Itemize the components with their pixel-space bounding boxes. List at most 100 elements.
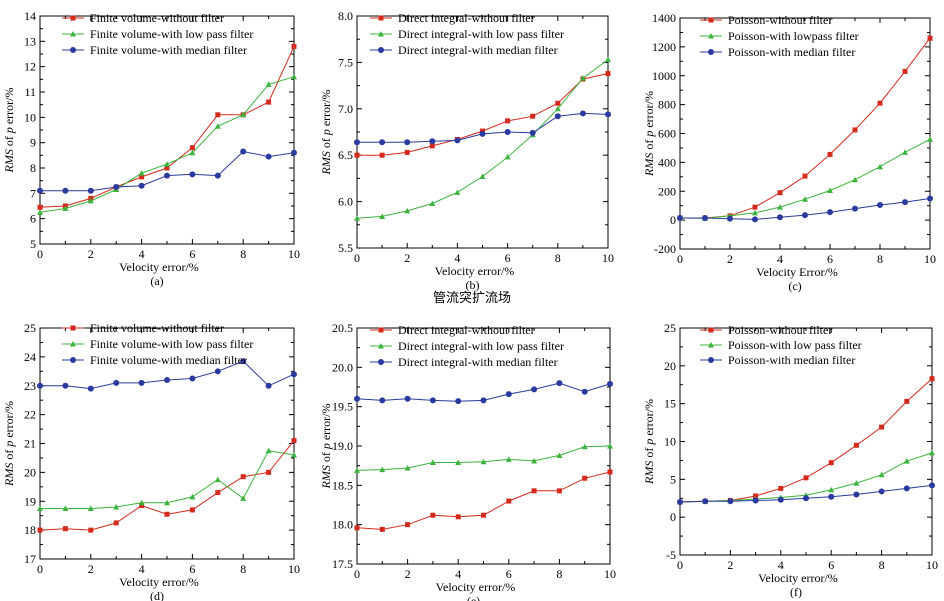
data-point <box>605 71 611 77</box>
data-point <box>138 499 145 506</box>
series-blue <box>37 358 297 392</box>
series-blue <box>354 380 613 405</box>
data-point <box>291 43 297 49</box>
series-green <box>354 56 611 221</box>
y-tick-label: 22 <box>24 408 36 422</box>
x-tick-label: 8 <box>555 251 561 265</box>
y-tick-label: 13 <box>24 34 36 48</box>
data-point <box>138 379 145 386</box>
series-blue <box>677 482 935 506</box>
data-point <box>480 397 487 404</box>
data-point <box>607 443 613 449</box>
data-point <box>37 187 43 194</box>
section-title: 管流突扩流场 <box>433 290 511 306</box>
data-point <box>454 137 461 144</box>
series-line <box>39 46 295 208</box>
data-point <box>778 485 784 491</box>
data-point <box>777 190 783 196</box>
y-tick-label: 24 <box>24 350 36 364</box>
data-point <box>291 438 297 444</box>
x-tick-label: 8 <box>240 562 246 576</box>
data-point <box>803 495 809 502</box>
series-line <box>40 150 295 192</box>
y-tick-label: 19.5 <box>332 400 353 414</box>
x-tick-label: 0 <box>354 251 360 265</box>
chart-2: 0 2 4 6 8 10 5.5 6.0 6.5 7.0 7.5 8.0 Velocity error/… <box>319 9 614 292</box>
data-point <box>62 187 69 194</box>
y-tick-label: 8 <box>30 161 36 175</box>
data-point <box>505 456 512 462</box>
x-axis-label: Velocity error/% <box>435 264 515 278</box>
x-tick-label: 2 <box>88 562 94 576</box>
y-tick-label: 17.5 <box>332 557 353 571</box>
data-point <box>902 68 908 74</box>
panel-caption: (d) <box>150 589 164 601</box>
data-point <box>479 173 486 180</box>
data-point <box>354 395 360 402</box>
series-blue <box>354 110 611 146</box>
y-tick-label: 20 <box>664 359 676 373</box>
data-point <box>702 214 708 221</box>
x-tick-label: 8 <box>877 252 883 266</box>
chart-1: 0 2 4 6 8 10 5 6 7 8 9 10 11 12 13 14 Velocity error/%(a… <box>2 9 300 288</box>
y-tick-label: 21 <box>24 437 36 451</box>
data-point <box>113 520 119 526</box>
data-point <box>556 380 563 387</box>
data-point <box>62 505 69 511</box>
data-point <box>505 391 512 398</box>
data-point <box>727 498 734 505</box>
data-point <box>802 173 808 179</box>
data-point <box>479 130 486 137</box>
legend-label: Poisson-with median filter <box>728 45 855 59</box>
x-tick-label: 10 <box>602 251 614 265</box>
data-point <box>531 386 538 393</box>
legend-marker <box>70 47 76 53</box>
data-point <box>480 458 487 465</box>
data-point <box>929 449 935 456</box>
data-point <box>803 475 809 481</box>
x-tick-label: 10 <box>288 562 300 576</box>
legend-label: Poisson-without filter <box>728 13 832 27</box>
data-point <box>902 149 908 155</box>
data-point <box>579 75 586 81</box>
data-point <box>455 398 462 405</box>
data-point <box>404 139 411 146</box>
data-point <box>556 452 563 458</box>
x-tick-label: 4 <box>778 558 784 572</box>
panel-caption: (b) <box>466 278 480 292</box>
data-point <box>429 138 436 145</box>
data-point <box>927 136 933 142</box>
panel-caption: (f) <box>790 585 802 599</box>
data-point <box>852 205 858 212</box>
legend-marker <box>708 327 714 333</box>
data-point <box>877 100 883 106</box>
data-point <box>214 123 221 129</box>
y-tick-label: 6.5 <box>338 148 353 162</box>
data-point <box>291 149 297 156</box>
data-point <box>139 503 145 509</box>
x-tick-label: 4 <box>139 562 145 576</box>
data-point <box>265 81 272 87</box>
y-tick-label: 20.5 <box>332 321 353 335</box>
x-axis-label: Velocity error/% <box>758 571 838 585</box>
panel-caption: (c) <box>788 279 801 293</box>
series-line <box>356 59 609 219</box>
data-point <box>189 149 196 156</box>
series-line <box>356 445 611 471</box>
data-point <box>164 172 170 179</box>
y-tick-label: 7 <box>30 186 36 200</box>
x-tick-label: 6 <box>189 562 195 576</box>
x-tick-label: 6 <box>828 558 834 572</box>
legend-marker <box>708 33 714 39</box>
y-tick-label: 7.5 <box>338 55 353 69</box>
data-point <box>430 512 436 518</box>
y-tick-label: 7.0 <box>338 102 353 116</box>
data-point <box>753 493 759 499</box>
data-point <box>554 105 561 112</box>
series-red <box>677 35 933 221</box>
data-point <box>828 460 834 466</box>
legend-marker <box>378 31 384 37</box>
series-line <box>680 37 931 219</box>
data-point <box>354 525 360 531</box>
data-point <box>429 459 436 466</box>
